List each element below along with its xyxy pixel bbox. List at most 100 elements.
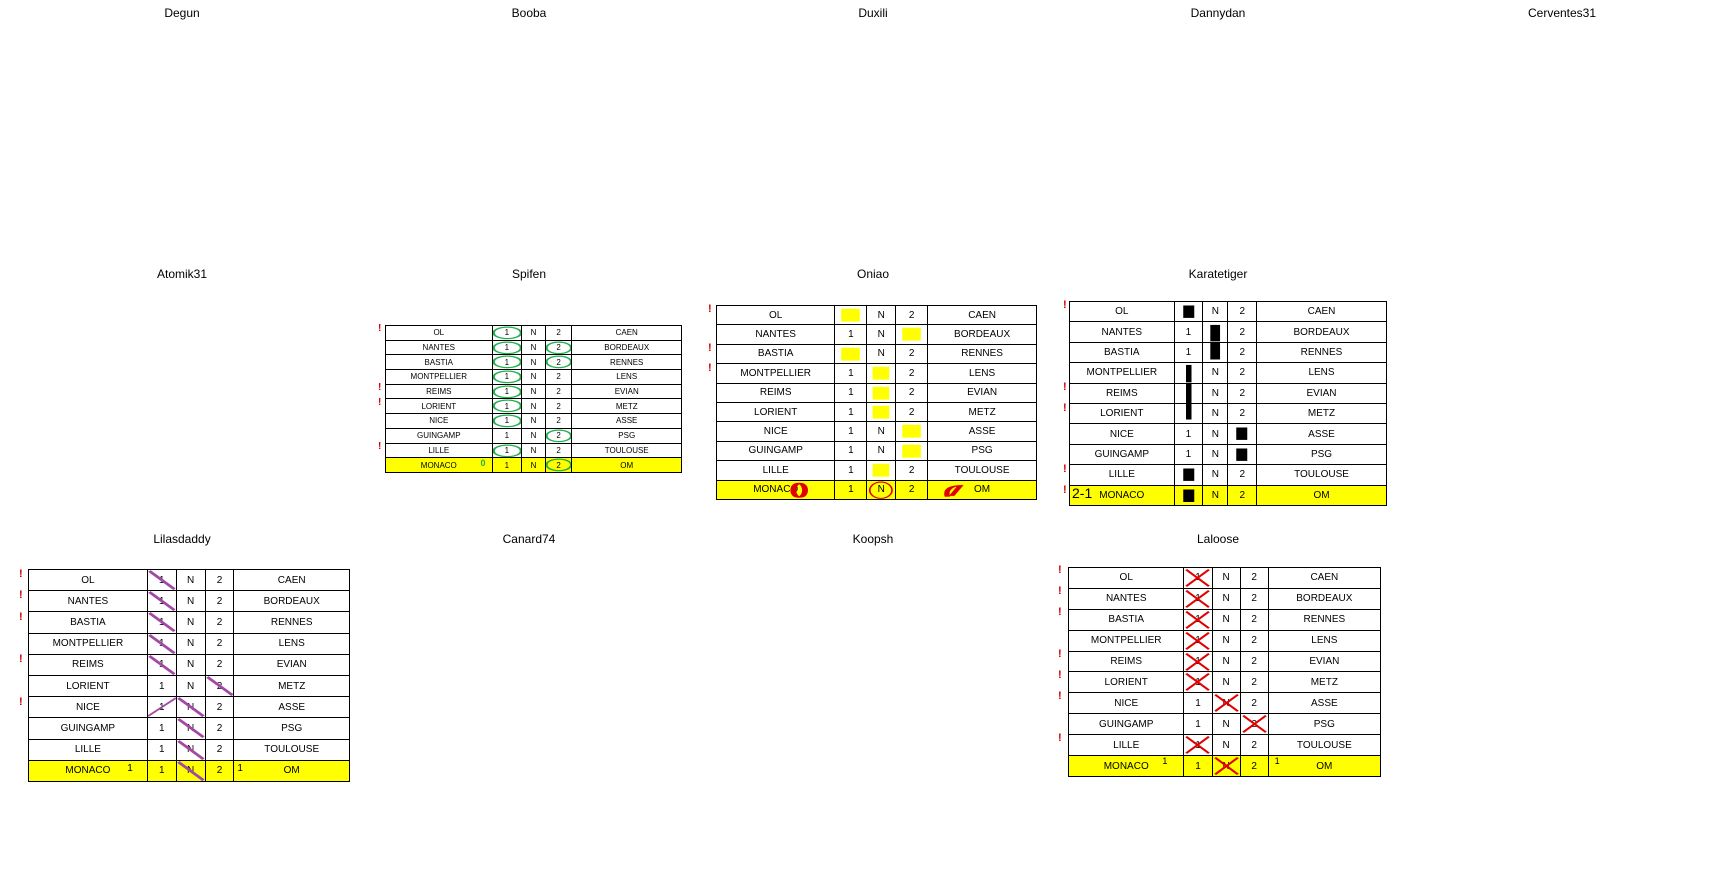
home-win-cell: 1 (1173, 362, 1204, 384)
draw-cell: N (521, 398, 546, 415)
match-row: BASTIA 1 N 2 RENNES (385, 354, 682, 371)
match-row: NANTES 1 N 2 BORDEAUX (1067, 587, 1382, 610)
draw-cell: N (175, 568, 206, 592)
yellow-mark-away (902, 328, 921, 342)
away-win-cell: 2 (1227, 443, 1257, 466)
red-mark (944, 484, 964, 497)
match-row: OL 1 N 2 CAEN (1067, 567, 1382, 589)
score-note-home: 1 (127, 762, 133, 774)
away-team-cell: TOULOUSE (1256, 464, 1387, 486)
away-team-cell: LENS (233, 632, 350, 655)
player-name-degun: Degun (164, 6, 200, 20)
red-circle (869, 481, 894, 499)
home-win-cell: 1 (146, 674, 177, 698)
match-row: REIMS 1 N 2 EVIAN (1069, 382, 1387, 404)
away-win-cell: 2 (204, 759, 235, 783)
home-win-cell: 1 (491, 339, 523, 356)
away-team-cell: BORDEAUX (927, 324, 1037, 345)
away-team-cell: BORDEAUX (233, 590, 350, 613)
away-team-cell: ASSE (571, 413, 682, 429)
home-win-cell: 1 (146, 568, 177, 592)
yellow-mark-draw (872, 405, 890, 419)
home-win-cell: 1 (1173, 402, 1204, 425)
pen-tick-mark: ! (1063, 483, 1067, 496)
draw-cell: N (175, 696, 206, 719)
home-team-cell: LILLE (28, 738, 148, 761)
home-team-cell: OL (1067, 567, 1185, 589)
player-name-koopsh: Koopsh (852, 532, 894, 546)
away-win-cell: 2 (1227, 464, 1257, 486)
away-win-cell: 2 (1227, 341, 1257, 364)
home-win-cell: 1 (146, 590, 177, 613)
home-win-cell: 1 (1183, 734, 1213, 757)
match-row: NANTES 1 N 2 BORDEAUX (715, 324, 1037, 345)
away-team-cell: CAEN (1256, 300, 1387, 323)
home-team-cell: MONACO 0 (385, 457, 493, 473)
home-team-cell: MONACO 1 (1067, 755, 1185, 777)
draw-cell: N (1202, 362, 1229, 384)
match-row: MONACO 1 N 2 OM (715, 479, 1037, 501)
grid-spifen: OL 1 N 2 CAEN NANTES 1 N 2 BORDEAUX BASTIA 1 N 2 RENNE… (378, 323, 682, 473)
score-note: 2-1 (1072, 484, 1093, 501)
match-row: LILLE 1 N 2 TOULOUSE (1067, 734, 1382, 757)
match-row: MONACO 2-1 1 N 2 OM (1069, 484, 1387, 507)
draw-cell: N (1202, 464, 1229, 486)
away-win-cell: 2 (204, 696, 235, 719)
home-win-cell: 1 (491, 413, 523, 429)
draw-cell: N (1202, 402, 1229, 425)
away-win-cell: 2 (544, 383, 573, 400)
away-team-cell: LENS (1267, 629, 1382, 652)
draw-cell: N (521, 369, 546, 385)
home-team-cell: LORIENT (1069, 402, 1175, 425)
draw-cell: N (175, 759, 206, 783)
green-circle-home (492, 355, 522, 369)
home-win-cell: 1 (491, 427, 523, 444)
draw-cell: N (1202, 484, 1229, 507)
away-team-cell: ASSE (927, 421, 1037, 442)
away-team-cell: BORDEAUX (571, 339, 682, 356)
pen-tick-mark: ! (19, 589, 23, 602)
away-win-cell: 2 (1239, 567, 1269, 589)
away-team-cell: TOULOUSE (571, 442, 682, 459)
away-team-cell: PSG (233, 717, 350, 740)
pen-tick-mark: ! (378, 441, 382, 453)
draw-cell: N (866, 343, 897, 365)
draw-cell: N (1211, 567, 1241, 589)
draw-cell: N (1211, 692, 1241, 715)
away-win-cell: 2 (1239, 734, 1269, 757)
draw-cell: N (866, 363, 897, 384)
black-square-away (1236, 448, 1248, 461)
home-win-cell: 1 (1183, 755, 1213, 777)
away-win-cell: 2 (1227, 423, 1257, 445)
home-win-cell: 1 (146, 717, 177, 740)
green-circle-home (492, 370, 522, 384)
match-row: OL 1 N 2 CAEN (715, 304, 1037, 326)
away-win-cell: 2 (544, 398, 573, 415)
green-circle-away (545, 458, 572, 472)
home-win-cell: 1 (834, 440, 868, 462)
green-circle-home (492, 341, 522, 354)
yellow-mark-away (902, 444, 921, 458)
home-win-cell: 1 (146, 759, 177, 783)
match-row: MONTPELLIER 1 N 2 LENS (1067, 629, 1382, 652)
away-team-cell: RENNES (571, 354, 682, 371)
player-name-atomik: Atomik31 (156, 267, 208, 281)
away-team-cell: METZ (571, 398, 682, 415)
away-team-cell: LENS (1256, 362, 1387, 384)
home-win-cell: 1 (146, 738, 177, 761)
home-team-cell: OL (385, 325, 493, 341)
away-team-cell: EVIAN (571, 383, 682, 400)
match-row: NICE 1 N 2 ASSE (1069, 423, 1387, 445)
away-win-cell: 2 (544, 339, 573, 356)
away-team-cell: PSG (927, 440, 1037, 462)
grid-lilasdaddy: OL 1 N 2 CAEN NANTES 1 N 2 BORDEAUX BASTIA 1 N 2 RENNE… (19, 568, 350, 783)
away-team-cell: OM (927, 479, 1037, 501)
yellow-mark-draw (872, 366, 890, 380)
home-win-cell: 1 (1173, 423, 1204, 445)
home-win-cell: 1 (491, 398, 523, 415)
pen-tick-mark: ! (1058, 669, 1062, 681)
match-row: MONTPELLIER 1 N 2 LENS (1069, 362, 1387, 384)
away-team-cell: CAEN (571, 325, 682, 341)
away-win-cell: 2 (895, 324, 929, 345)
home-team-cell: BASTIA (385, 354, 493, 371)
